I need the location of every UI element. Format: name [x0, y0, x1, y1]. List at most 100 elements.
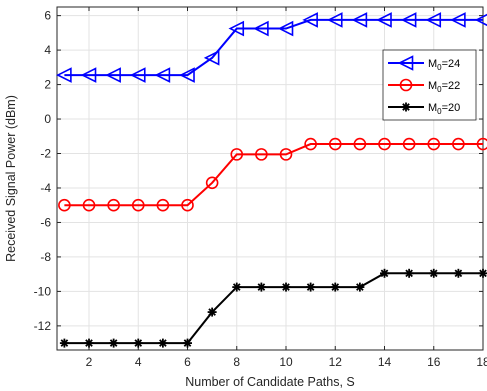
triangle-marker — [56, 67, 72, 83]
y-tick-label: 0 — [44, 112, 51, 126]
y-tick-label: -12 — [34, 319, 52, 333]
asterisk-marker — [429, 268, 439, 278]
x-tick-label: 16 — [427, 355, 441, 369]
asterisk-stroke — [85, 339, 93, 347]
y-tick-label: 2 — [44, 78, 51, 92]
asterisk-stroke — [257, 283, 266, 291]
axis-ticks: 2 4 6 8 10 12 14 16 18 -12 -10 -8 -6 -4 -2 0 2 4 6 — [34, 7, 487, 369]
asterisk-stroke — [306, 283, 315, 291]
circle-marker — [156, 198, 170, 212]
triangle-marker — [179, 67, 195, 83]
asterisk-stroke — [282, 283, 290, 291]
asterisk-marker — [84, 338, 94, 348]
asterisk-stroke — [183, 339, 192, 347]
x-tick-label: 10 — [279, 355, 293, 369]
legend-item: M0=24 — [388, 55, 460, 72]
y-tick-label: 6 — [44, 9, 51, 23]
asterisk-stroke — [208, 308, 216, 316]
asterisk-marker — [281, 282, 291, 292]
asterisk-stroke — [134, 339, 143, 347]
x-tick-label: 6 — [184, 355, 191, 369]
asterisk-stroke — [232, 283, 241, 291]
asterisk-stroke — [60, 339, 69, 347]
series-m0-20 — [59, 268, 487, 348]
y-tick-label: -8 — [40, 250, 51, 264]
legend-label-subscript: 0 — [437, 85, 442, 94]
y-tick-label: -2 — [40, 147, 51, 161]
legend-label-base: M — [428, 102, 437, 114]
circle-marker — [131, 198, 145, 212]
legend-label-base: M — [428, 80, 437, 92]
triangle-marker — [397, 55, 414, 71]
legend-item: M0=20 — [388, 102, 460, 116]
asterisk-stroke — [159, 339, 167, 347]
y-tick-label: -10 — [34, 284, 52, 298]
asterisk-marker — [207, 307, 217, 317]
triangle-marker — [376, 12, 392, 28]
triangle-marker — [400, 12, 417, 28]
x-tick-label: 12 — [329, 355, 343, 369]
circle-marker — [427, 137, 441, 151]
circle-marker — [452, 137, 465, 151]
triangle-marker — [351, 12, 368, 28]
y-tick-label: 4 — [44, 43, 51, 57]
triangle-marker — [277, 20, 294, 37]
triangle-marker — [129, 67, 146, 83]
asterisk-stroke — [109, 339, 118, 347]
legend-label-subscript: 0 — [437, 63, 442, 72]
asterisk-marker — [232, 282, 242, 292]
asterisk-marker — [478, 268, 487, 278]
series-group — [56, 12, 487, 348]
triangle-marker — [253, 20, 269, 37]
asterisk-stroke — [479, 269, 487, 278]
triangle-marker — [326, 12, 343, 28]
circle-marker — [399, 78, 413, 92]
circle-marker — [205, 176, 219, 190]
circle-marker — [107, 198, 120, 212]
y-axis-label: Received Signal Power (dBm) — [4, 95, 18, 262]
x-tick-label: 14 — [378, 355, 392, 369]
asterisk-stroke — [331, 283, 340, 291]
legend-label: M0=22 — [428, 80, 460, 94]
asterisk-marker — [158, 338, 168, 348]
asterisk-stroke — [356, 283, 364, 291]
x-tick-label: 2 — [86, 355, 93, 369]
triangle-marker — [80, 67, 97, 83]
asterisk-stroke — [405, 269, 413, 278]
circle-marker — [82, 198, 96, 212]
triangle-marker — [302, 12, 318, 28]
triangle-marker — [203, 50, 220, 66]
asterisk-marker — [404, 268, 414, 278]
triangle-marker — [474, 13, 487, 27]
asterisk-marker — [109, 338, 119, 348]
asterisk-marker — [183, 338, 193, 348]
series-m0-22 — [58, 137, 487, 212]
x-tick-label: 18 — [476, 355, 487, 369]
series-line — [64, 143, 483, 207]
asterisk-stroke — [454, 269, 463, 278]
asterisk-marker — [330, 282, 340, 292]
series-line — [64, 18, 483, 77]
triangle-marker — [154, 67, 171, 83]
circle-marker — [402, 137, 416, 151]
series-m0-24 — [56, 12, 487, 83]
asterisk-marker — [59, 338, 69, 348]
x-tick-label: 4 — [135, 355, 142, 369]
asterisk-stroke — [380, 269, 389, 278]
triangle-marker — [425, 12, 442, 28]
asterisk-marker — [133, 338, 143, 348]
y-tick-label: -6 — [40, 215, 51, 229]
y-tick-label: -4 — [40, 181, 51, 195]
circle-marker — [476, 137, 487, 151]
legend-label-subscript: 0 — [437, 107, 442, 116]
circle-marker — [279, 148, 293, 161]
legend-item: M0=22 — [388, 78, 460, 94]
triangle-marker — [105, 67, 121, 83]
asterisk-marker — [306, 282, 316, 292]
legend-label-value: =22 — [442, 80, 461, 92]
triangle-marker — [228, 20, 245, 37]
asterisk-marker — [401, 102, 411, 112]
asterisk-marker — [380, 268, 390, 278]
triangle-marker — [450, 12, 466, 28]
